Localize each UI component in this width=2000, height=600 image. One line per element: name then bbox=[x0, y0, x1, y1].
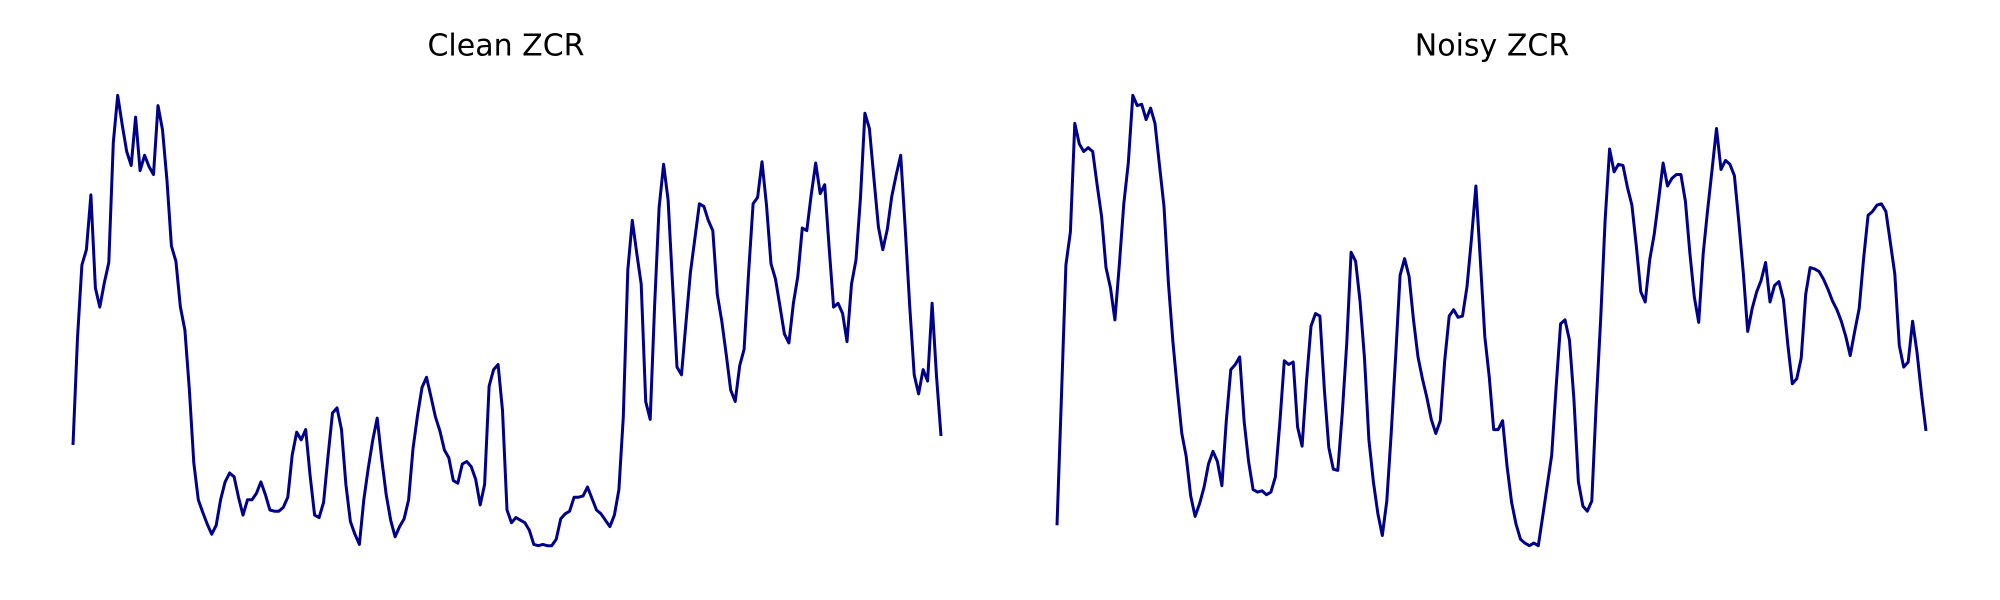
data-line bbox=[1055, 93, 1928, 548]
data-line bbox=[71, 93, 943, 548]
chart-title: Clean ZCR bbox=[427, 29, 584, 64]
chart-title: Noisy ZCR bbox=[1415, 29, 1569, 64]
